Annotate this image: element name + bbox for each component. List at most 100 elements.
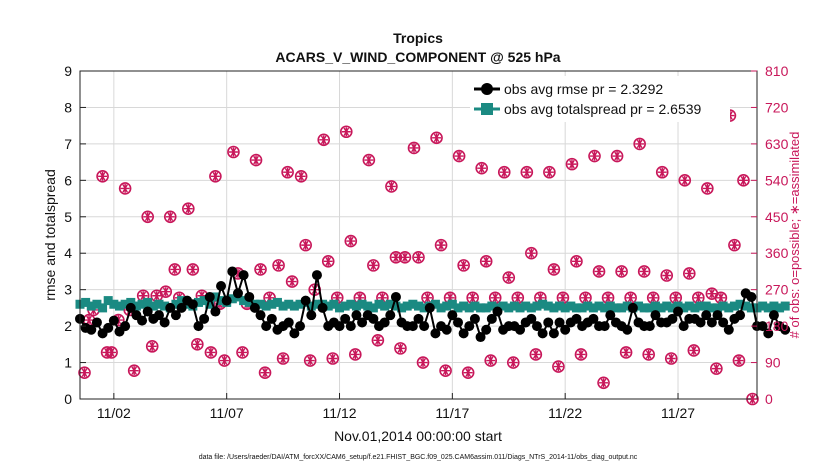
left-tick-label: 9 [64, 63, 72, 79]
rmse-point [407, 321, 418, 332]
rmse-point [526, 313, 537, 324]
obs-count-point [236, 346, 249, 359]
rmse-point [345, 321, 356, 332]
totalspread-point [216, 296, 226, 306]
rmse-point [718, 317, 729, 328]
totalspread-point [430, 299, 440, 309]
obs-assimilated-marker [671, 293, 681, 303]
totalspread-point [148, 301, 158, 311]
obs-assimilated-marker [296, 171, 306, 181]
obs-count-point [565, 157, 579, 171]
obs-possible-marker [565, 157, 579, 171]
obs-possible-marker [678, 174, 692, 187]
rmse-point [622, 324, 633, 335]
obs-assimilated-marker [319, 135, 329, 145]
obs-count-point [434, 238, 448, 252]
totalspread-point [323, 301, 333, 311]
left-axis-label: rmse and totalspread [42, 169, 58, 301]
totalspread-point [577, 303, 587, 313]
obs-possible-marker [78, 366, 91, 379]
obs-possible-marker [317, 133, 331, 147]
obs-assimilated-marker [423, 293, 433, 303]
obs-possible-marker [633, 137, 646, 151]
rmse-point [334, 321, 345, 332]
rmse-point [673, 306, 684, 317]
obs-possible-marker [543, 165, 556, 179]
obs-count-point [728, 238, 741, 252]
totalspread-point [391, 301, 401, 311]
totalspread-point [131, 301, 141, 311]
totalspread-point [453, 303, 463, 313]
obs-possible-marker [457, 259, 470, 272]
obs-assimilated-marker [323, 256, 333, 266]
left-tick-label: 7 [64, 136, 72, 152]
rmse-point [295, 321, 306, 332]
obs-assimilated-marker [391, 252, 401, 262]
obs-count-point [701, 182, 714, 195]
totalspread-point [171, 299, 181, 309]
obs-assimilated-marker [648, 293, 658, 303]
totalspread-point [617, 303, 627, 313]
totalspread-point [543, 301, 553, 311]
obs-possible-marker [416, 356, 430, 369]
obs-possible-marker [434, 238, 448, 252]
totalspread-point [549, 303, 559, 313]
totalspread-point [346, 299, 356, 309]
rmse-point [379, 317, 390, 328]
rmse-point [306, 310, 317, 321]
obs-possible-marker [588, 149, 601, 163]
obs-assimilated-marker [612, 151, 622, 161]
obs-assimilated-marker [535, 293, 545, 303]
obs-possible-marker [272, 259, 285, 272]
right-tick-label: 180 [765, 318, 789, 334]
obs-assimilated-marker [102, 347, 112, 357]
obs-assimilated-marker [468, 293, 478, 303]
totalspread-point [442, 301, 452, 311]
obs-possible-marker [236, 346, 249, 359]
obs-count-point [642, 348, 655, 361]
totalspread-point [199, 296, 209, 306]
obs-possible-marker [339, 125, 353, 139]
legend-spread-label: obs avg totalspread pr = 2.6539 [504, 101, 702, 117]
obs-possible-marker [412, 250, 425, 264]
totalspread-point [741, 301, 751, 311]
obs-possible-marker [118, 182, 132, 195]
obs-possible-marker [145, 340, 159, 353]
obs-assimilated-marker [702, 183, 712, 193]
obs-assimilated-marker [260, 368, 270, 378]
totalspread-point [645, 303, 655, 313]
totalspread-point [713, 303, 723, 313]
obs-count-point [678, 174, 692, 187]
obs-assimilated-marker [459, 260, 469, 270]
totalspread-point [504, 303, 514, 313]
obs-count-point [610, 149, 624, 163]
obs-possible-marker [141, 210, 154, 224]
obs-count-point [281, 165, 294, 179]
obs-possible-marker [299, 238, 312, 252]
rmse-point [255, 310, 266, 321]
totalspread-point [476, 303, 486, 313]
obs-count-point [227, 145, 240, 159]
rmse-point [492, 306, 503, 317]
totalspread-point [261, 301, 271, 311]
obs-assimilated-marker [441, 366, 451, 376]
obs-possible-marker [547, 263, 561, 276]
obs-assimilated-marker [445, 293, 455, 303]
obs-assimilated-marker [662, 270, 672, 280]
x-tick-label: 11/07 [210, 405, 244, 421]
obs-count-point [249, 153, 263, 167]
obs-assimilated-marker [120, 183, 130, 193]
obs-assimilated-marker [707, 289, 717, 299]
left-tick-label: 1 [64, 355, 72, 371]
rmse-point [554, 317, 565, 328]
totalspread-point [555, 301, 565, 311]
obs-assimilated-marker [400, 252, 410, 262]
rmse-point [531, 321, 542, 332]
obs-assimilated-marker [206, 347, 216, 357]
rmse-point [515, 324, 526, 335]
rmse-point [357, 317, 368, 328]
rmse-point [780, 324, 791, 335]
obs-count-point [339, 125, 353, 139]
obs-possible-marker [529, 348, 543, 361]
totalspread-point [656, 303, 666, 313]
